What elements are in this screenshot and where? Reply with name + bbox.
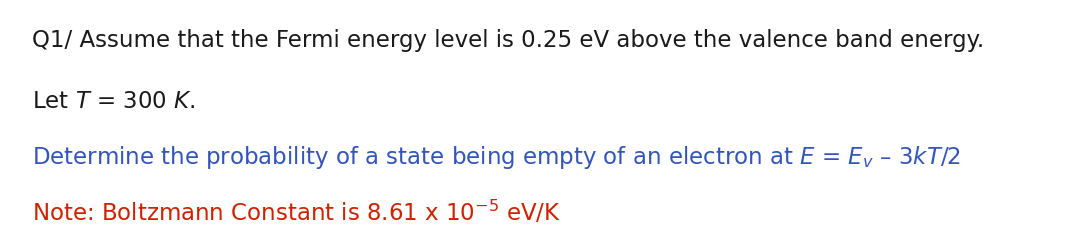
Text: Q1/ Assume that the Fermi energy level is 0.25 eV above the valence band energy.: Q1/ Assume that the Fermi energy level i… bbox=[32, 29, 985, 52]
Text: Note: Boltzmann Constant is 8.61 x 10$^{-5}$ eV/K: Note: Boltzmann Constant is 8.61 x 10$^{… bbox=[32, 199, 562, 226]
Text: Let $T$ = 300 $K$.: Let $T$ = 300 $K$. bbox=[32, 90, 195, 114]
Text: Determine the probability of a state being empty of an electron at $E$ = $E_v$ –: Determine the probability of a state bei… bbox=[32, 144, 961, 171]
